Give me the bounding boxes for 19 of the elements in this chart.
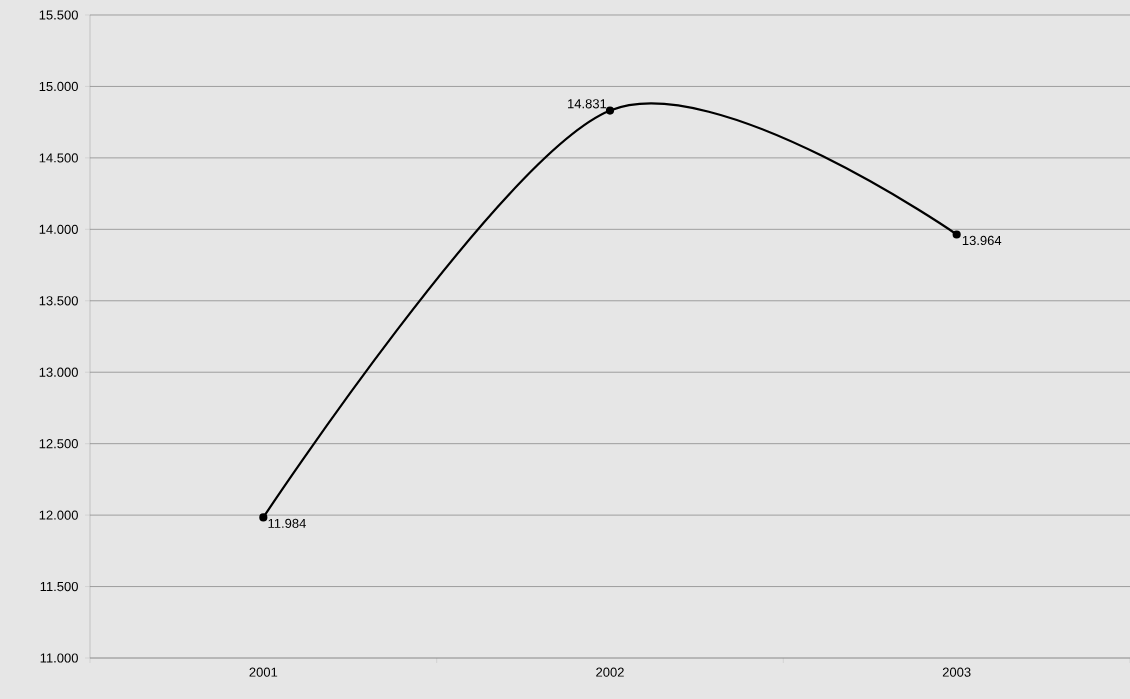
x-tick-label: 2003 bbox=[942, 667, 971, 677]
y-tick-label: 14.500 bbox=[39, 153, 78, 163]
x-tick-label: 2001 bbox=[249, 667, 278, 677]
x-tick-label: 2002 bbox=[596, 667, 624, 677]
y-tick-label: 12.000 bbox=[39, 510, 78, 520]
y-tick-label: 12.500 bbox=[39, 439, 78, 449]
y-tick-label: 14.000 bbox=[39, 224, 78, 234]
y-tick-label: 11.000 bbox=[40, 653, 78, 663]
y-tick-label: 11.500 bbox=[40, 581, 78, 592]
y-tick-label: 13.000 bbox=[39, 367, 78, 377]
data-label: 14.831 bbox=[568, 99, 607, 109]
y-tick-label: 13.500 bbox=[39, 296, 78, 306]
point bbox=[259, 513, 268, 522]
point bbox=[952, 230, 961, 239]
data-label: 13.964 bbox=[962, 235, 1002, 246]
data-label: 11.984 bbox=[268, 518, 306, 528]
y-tick-label: 15.500 bbox=[39, 10, 78, 20]
y-tick-label: 15.000 bbox=[39, 81, 78, 92]
point bbox=[605, 106, 615, 115]
